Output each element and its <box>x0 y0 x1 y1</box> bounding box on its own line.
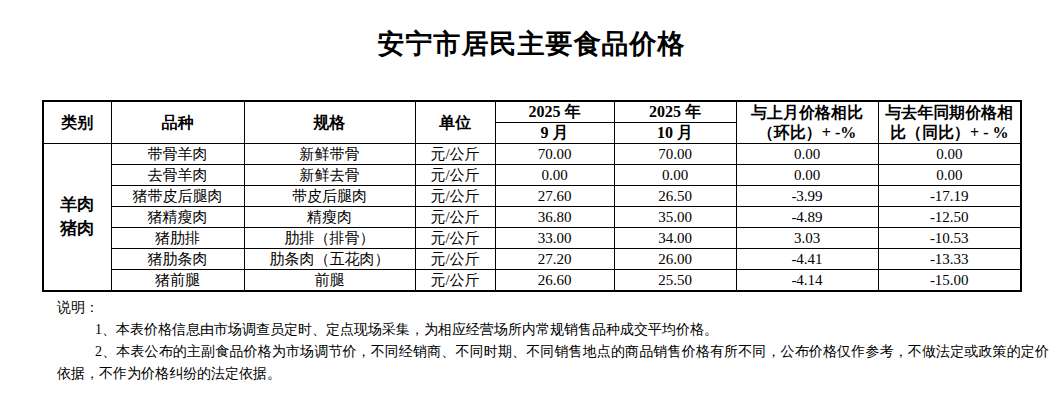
table-row: 猪精瘦肉精瘦肉元/公斤36.8035.00-4.89-12.50 <box>43 207 1021 228</box>
table-row: 猪肋排肋排（排骨）元/公斤33.0034.003.03-10.53 <box>43 228 1021 249</box>
cell-oct-price: 70.00 <box>614 144 736 165</box>
header-line: 与上月价格相比 <box>739 103 876 123</box>
cell-sep-price: 0.00 <box>495 165 614 186</box>
col-header-period2-year: 2025 年 <box>614 101 736 123</box>
note-item: 1、本表价格信息由市场调查员定时、定点现场采集，为相应经营场所内常规销售品种成交… <box>57 319 1049 341</box>
cell-yoy: -10.53 <box>878 228 1021 249</box>
cell-unit: 元/公斤 <box>415 249 495 270</box>
cell-unit: 元/公斤 <box>415 228 495 249</box>
table-row: 去骨羊肉新鲜去骨元/公斤0.000.000.000.00 <box>43 165 1021 186</box>
cell-yoy: -15.00 <box>878 270 1021 292</box>
header-row-1: 类别 品种 规格 单位 2025 年 2025 年 与上月价格相比 （环比）+ … <box>43 101 1021 123</box>
col-header-yoy: 与去年同期价格相 比（同比）+ - % <box>878 101 1021 144</box>
cell-unit: 元/公斤 <box>415 144 495 165</box>
cell-yoy: -17.19 <box>878 186 1021 207</box>
cell-mom: -4.41 <box>736 249 878 270</box>
cell-unit: 元/公斤 <box>415 165 495 186</box>
table-row: 猪带皮后腿肉带皮后腿肉元/公斤27.6026.50-3.99-17.19 <box>43 186 1021 207</box>
cell-oct-price: 26.50 <box>614 186 736 207</box>
cell-spec: 新鲜带骨 <box>244 144 415 165</box>
note-item: 2、本表公布的主副食品价格为市场调节价，不同经销商、不同时期、不同销售地点的商品… <box>57 341 1049 385</box>
cell-unit: 元/公斤 <box>415 270 495 292</box>
category-cell: 羊肉猪肉 <box>43 144 111 292</box>
col-header-period2-month: 10 月 <box>614 123 736 144</box>
col-header-spec: 规格 <box>244 101 415 144</box>
cell-variety: 去骨羊肉 <box>111 165 244 186</box>
category-line: 猪肉 <box>46 217 109 241</box>
cell-unit: 元/公斤 <box>415 186 495 207</box>
header-line: 比（同比）+ - % <box>881 123 1019 143</box>
cell-variety: 猪带皮后腿肉 <box>111 186 244 207</box>
table-row: 猪前腿前腿元/公斤26.6025.50-4.14-15.00 <box>43 270 1021 292</box>
cell-oct-price: 25.50 <box>614 270 736 292</box>
table-header: 类别 品种 规格 单位 2025 年 2025 年 与上月价格相比 （环比）+ … <box>43 101 1021 144</box>
header-line: 与去年同期价格相 <box>881 103 1019 123</box>
cell-variety: 猪精瘦肉 <box>111 207 244 228</box>
cell-yoy: 0.00 <box>878 165 1021 186</box>
cell-spec: 精瘦肉 <box>244 207 415 228</box>
page-title: 安宁市居民主要食品价格 <box>0 0 1063 62</box>
cell-variety: 猪前腿 <box>111 270 244 292</box>
cell-sep-price: 26.60 <box>495 270 614 292</box>
cell-sep-price: 27.60 <box>495 186 614 207</box>
cell-spec: 前腿 <box>244 270 415 292</box>
cell-yoy: 0.00 <box>878 144 1021 165</box>
cell-spec: 肋条肉（五花肉） <box>244 249 415 270</box>
table-body: 羊肉猪肉带骨羊肉新鲜带骨元/公斤70.0070.000.000.00去骨羊肉新鲜… <box>43 144 1021 292</box>
col-header-mom: 与上月价格相比 （环比）+ -% <box>736 101 878 144</box>
notes: 说明： 1、本表价格信息由市场调查员定时、定点现场采集，为相应经营场所内常规销售… <box>57 297 1049 385</box>
col-header-period1-year: 2025 年 <box>495 101 614 123</box>
cell-sep-price: 70.00 <box>495 144 614 165</box>
cell-sep-price: 27.20 <box>495 249 614 270</box>
cell-mom: -4.14 <box>736 270 878 292</box>
price-table: 类别 品种 规格 单位 2025 年 2025 年 与上月价格相比 （环比）+ … <box>42 100 1022 292</box>
table-row: 羊肉猪肉带骨羊肉新鲜带骨元/公斤70.0070.000.000.00 <box>43 144 1021 165</box>
cell-spec: 带皮后腿肉 <box>244 186 415 207</box>
header-line: （环比）+ -% <box>739 123 876 143</box>
cell-oct-price: 35.00 <box>614 207 736 228</box>
cell-mom: 0.00 <box>736 144 878 165</box>
cell-mom: -4.89 <box>736 207 878 228</box>
cell-sep-price: 36.80 <box>495 207 614 228</box>
cell-unit: 元/公斤 <box>415 207 495 228</box>
cell-spec: 肋排（排骨） <box>244 228 415 249</box>
cell-mom: 3.03 <box>736 228 878 249</box>
cell-oct-price: 0.00 <box>614 165 736 186</box>
cell-oct-price: 34.00 <box>614 228 736 249</box>
cell-sep-price: 33.00 <box>495 228 614 249</box>
cell-yoy: -13.33 <box>878 249 1021 270</box>
cell-variety: 猪肋条肉 <box>111 249 244 270</box>
col-header-unit: 单位 <box>415 101 495 144</box>
cell-mom: 0.00 <box>736 165 878 186</box>
cell-mom: -3.99 <box>736 186 878 207</box>
cell-spec: 新鲜去骨 <box>244 165 415 186</box>
cell-variety: 带骨羊肉 <box>111 144 244 165</box>
notes-label: 说明： <box>57 297 1049 319</box>
cell-yoy: -12.50 <box>878 207 1021 228</box>
col-header-variety: 品种 <box>111 101 244 144</box>
category-line: 羊肉 <box>46 193 109 217</box>
col-header-category: 类别 <box>43 101 111 144</box>
col-header-period1-month: 9 月 <box>495 123 614 144</box>
cell-variety: 猪肋排 <box>111 228 244 249</box>
cell-oct-price: 26.00 <box>614 249 736 270</box>
document-page: 安宁市居民主要食品价格 类别 品种 规格 单位 2025 年 2025 年 与上… <box>0 0 1063 408</box>
table-row: 猪肋条肉肋条肉（五花肉）元/公斤27.2026.00-4.41-13.33 <box>43 249 1021 270</box>
